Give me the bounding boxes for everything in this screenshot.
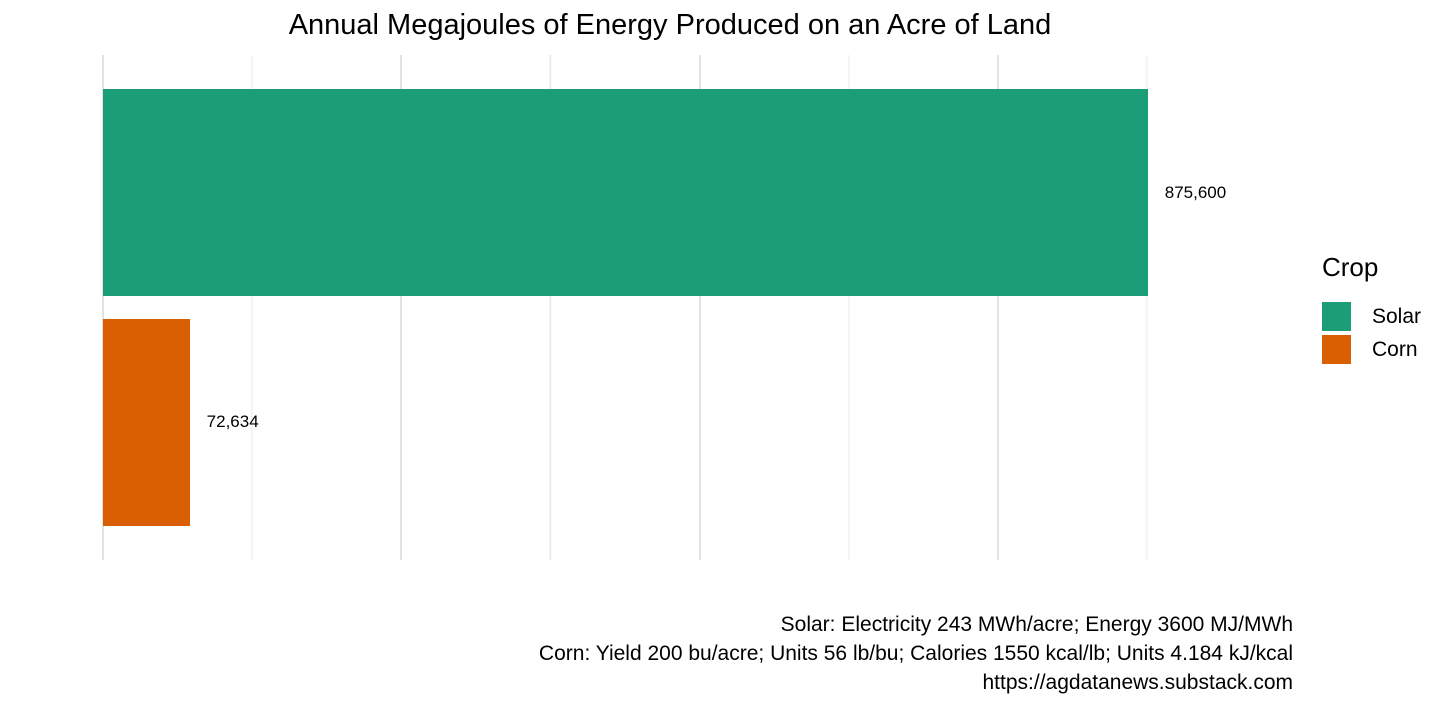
bar-solar	[103, 89, 1148, 296]
caption: Solar: Electricity 243 MWh/acre; Energy …	[539, 610, 1293, 697]
legend-item-corn: Corn	[1322, 333, 1421, 366]
bar-value-label-corn: 72,634	[206, 412, 259, 432]
caption-line-corn: Corn: Yield 200 bu/acre; Units 56 lb/bu;…	[538, 642, 1293, 665]
legend-title: Crop	[1322, 252, 1379, 282]
legend: Crop Solar Corn	[1322, 250, 1421, 366]
gridline-x-750000	[996, 55, 999, 560]
caption-line-solar: Solar: Electricity 243 MWh/acre; Energy …	[780, 613, 1293, 636]
caption-line-url: https://agdatanews.substack.com	[982, 671, 1294, 694]
legend-item-solar: Solar	[1322, 300, 1421, 333]
legend-items: Solar Corn	[1322, 300, 1421, 366]
gridline-x-500000	[698, 55, 701, 560]
bar-corn	[103, 318, 190, 526]
legend-swatch-corn	[1322, 335, 1351, 364]
gridline-x-0	[102, 55, 104, 560]
legend-swatch-solar	[1322, 302, 1351, 331]
legend-label-corn: Corn	[1372, 337, 1418, 361]
bar-value-label-solar: 875,600	[1164, 182, 1227, 202]
gridline-x-125000	[251, 55, 253, 560]
plot-panel: 875,600 72,634	[102, 55, 1226, 560]
legend-label-solar: Solar	[1372, 304, 1422, 328]
gridline-x-375000	[549, 55, 552, 560]
gridline-x-250000	[400, 55, 403, 560]
gridline-x-625000	[848, 55, 850, 560]
chart-title: Annual Megajoules of Energy Produced on …	[288, 9, 1052, 41]
gridline-x-875000	[1146, 55, 1148, 560]
